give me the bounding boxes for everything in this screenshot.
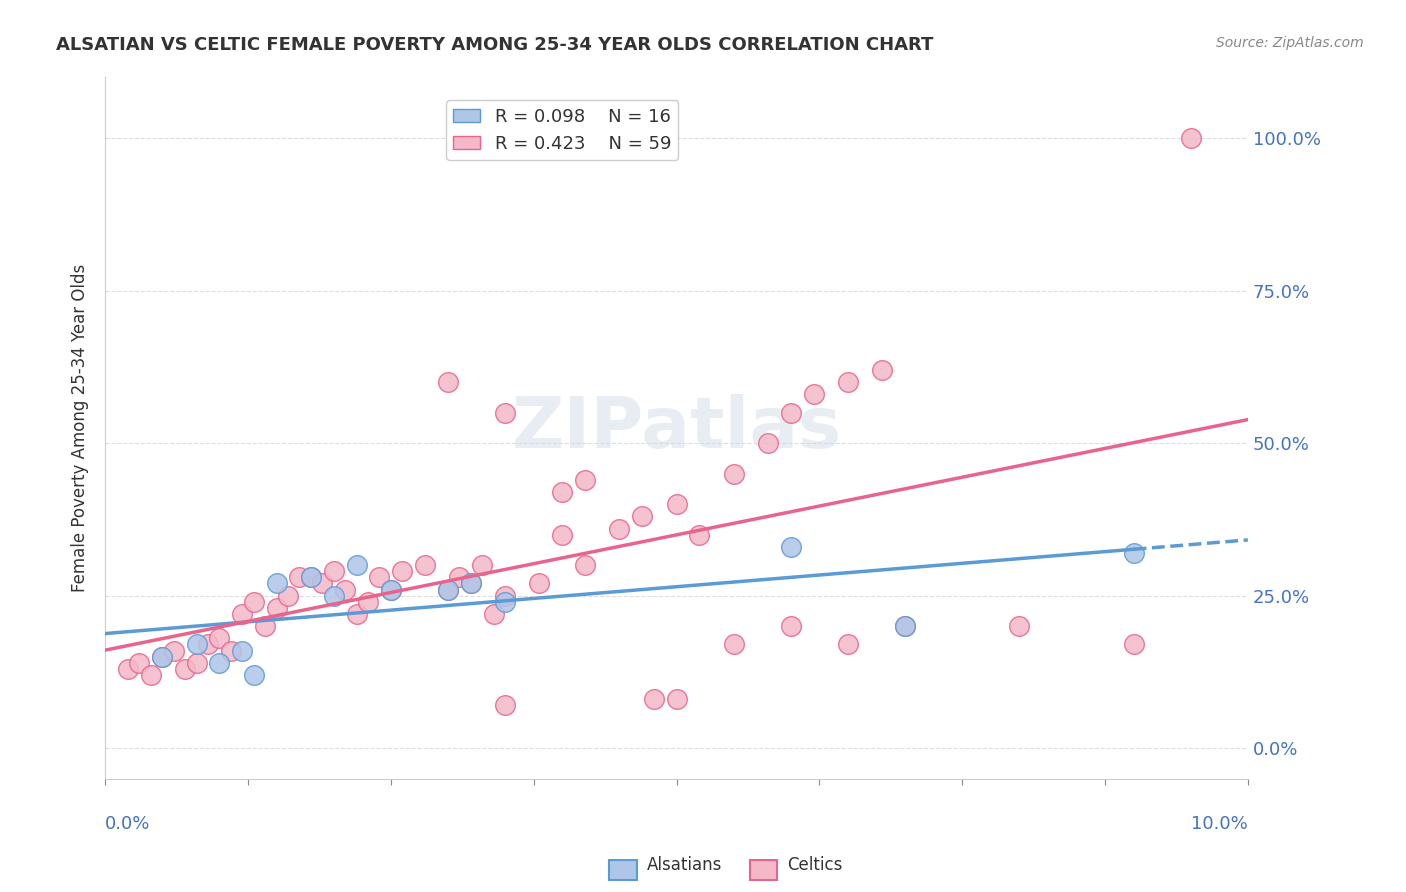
Point	[299, 570, 322, 584]
Point	[574, 558, 596, 573]
Text: Source: ZipAtlas.com: Source: ZipAtlas.com	[1216, 36, 1364, 50]
Y-axis label: Female Poverty Among 25-34 Year Olds: Female Poverty Among 25-34 Year Olds	[72, 264, 89, 592]
Point	[368, 570, 391, 584]
Legend: R = 0.098    N = 16, R = 0.423    N = 59: R = 0.098 N = 16, R = 0.423 N = 59	[446, 101, 679, 160]
Text: ALSATIAN VS CELTIC FEMALE POVERTY AMONG 25-34 YEAR OLDS CORRELATION CHART: ALSATIAN VS CELTIC FEMALE POVERTY AMONG …	[56, 36, 934, 54]
Point	[437, 582, 460, 597]
Point	[894, 619, 917, 633]
Point	[471, 558, 494, 573]
Point	[460, 576, 482, 591]
Point	[322, 589, 344, 603]
Point	[174, 662, 197, 676]
Point	[128, 656, 150, 670]
Point	[723, 637, 745, 651]
Point	[299, 570, 322, 584]
Point	[186, 637, 208, 651]
Point	[529, 576, 551, 591]
Text: 10.0%: 10.0%	[1191, 815, 1249, 833]
Point	[242, 595, 264, 609]
Point	[631, 509, 654, 524]
Point	[380, 582, 402, 597]
Point	[357, 595, 380, 609]
Point	[1180, 131, 1202, 145]
Point	[643, 692, 665, 706]
Point	[150, 649, 173, 664]
Text: 0.0%: 0.0%	[105, 815, 150, 833]
Point	[346, 558, 368, 573]
Point	[219, 643, 242, 657]
Point	[574, 473, 596, 487]
Point	[288, 570, 311, 584]
Point	[208, 656, 231, 670]
Point	[837, 637, 859, 651]
Point	[803, 387, 825, 401]
Point	[494, 698, 516, 713]
Point	[391, 564, 413, 578]
Point	[1122, 637, 1144, 651]
Point	[688, 527, 710, 541]
Point	[1008, 619, 1031, 633]
Point	[870, 363, 893, 377]
Point	[779, 540, 801, 554]
Point	[437, 376, 460, 390]
Point	[254, 619, 277, 633]
Text: Celtics: Celtics	[787, 856, 842, 874]
Point	[333, 582, 356, 597]
Point	[322, 564, 344, 578]
Point	[437, 582, 460, 597]
Point	[723, 467, 745, 481]
Point	[139, 668, 162, 682]
Point	[460, 576, 482, 591]
Point	[208, 632, 231, 646]
Point	[231, 607, 253, 621]
Point	[1122, 546, 1144, 560]
Point	[197, 637, 219, 651]
Point	[756, 436, 779, 450]
Point	[277, 589, 299, 603]
Point	[449, 570, 471, 584]
Point	[413, 558, 436, 573]
Point	[494, 595, 516, 609]
Point	[346, 607, 368, 621]
Point	[837, 376, 859, 390]
Point	[186, 656, 208, 670]
Point	[494, 406, 516, 420]
Point	[266, 576, 288, 591]
Point	[779, 619, 801, 633]
Point	[551, 527, 574, 541]
Point	[894, 619, 917, 633]
Point	[117, 662, 139, 676]
Point	[665, 692, 688, 706]
Text: ZIPatlas: ZIPatlas	[512, 393, 842, 463]
Point	[380, 582, 402, 597]
Point	[231, 643, 253, 657]
Point	[266, 600, 288, 615]
Point	[779, 406, 801, 420]
Point	[609, 522, 631, 536]
Point	[494, 589, 516, 603]
Point	[482, 607, 505, 621]
Point	[311, 576, 333, 591]
Point	[163, 643, 186, 657]
Point	[242, 668, 264, 682]
Text: Alsatians: Alsatians	[647, 856, 723, 874]
Point	[665, 497, 688, 511]
Point	[551, 485, 574, 500]
Point	[150, 649, 173, 664]
